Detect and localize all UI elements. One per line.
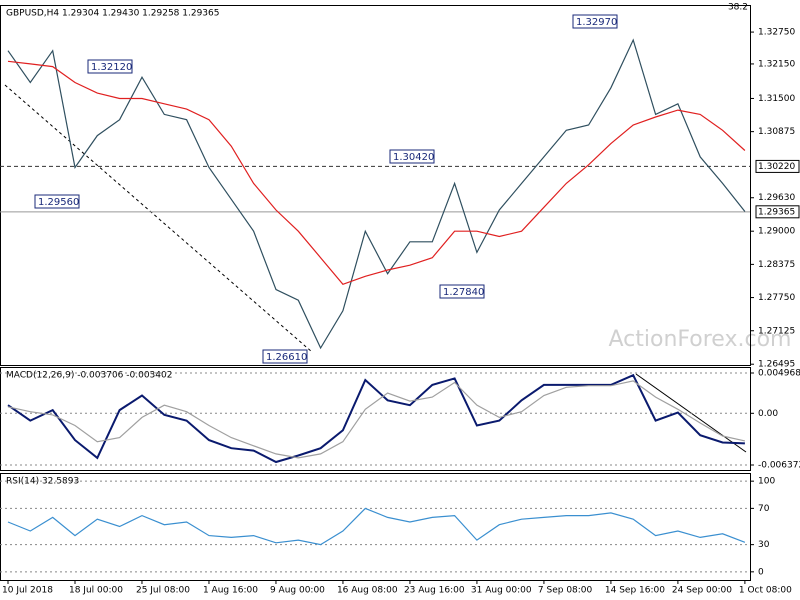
x-tick-label: 10 Jul 2018 xyxy=(2,586,53,596)
x-tick-label: 14 Sep 16:00 xyxy=(605,586,665,596)
annotation-box xyxy=(34,194,80,209)
series-line xyxy=(7,373,745,464)
x-tick-label: 18 Jul 00:00 xyxy=(69,586,123,596)
annotation: 1.26610 xyxy=(266,352,307,363)
y-tick-label: 100 xyxy=(758,477,775,487)
annotation-box xyxy=(87,59,133,74)
y-tick-label: 1.27125 xyxy=(758,326,795,336)
y-tick-label: 1.26495 xyxy=(758,360,795,370)
panel-title: RSI(14) 32.5893 xyxy=(6,477,79,487)
level-label: 1.29365 xyxy=(758,207,795,217)
series-line xyxy=(7,60,746,286)
panel xyxy=(0,367,751,471)
level-label: 1.30220 xyxy=(758,162,795,172)
y-tick-label: 1.27750 xyxy=(758,293,795,303)
annotation: 1.29560 xyxy=(38,197,79,208)
annotation-box xyxy=(389,149,435,164)
y-tick-label: 1.29000 xyxy=(758,227,795,237)
series-line xyxy=(7,380,746,459)
y-tick-label: 1.30875 xyxy=(758,127,795,137)
x-tick-label: 31 Aug 00:00 xyxy=(471,586,532,596)
panel xyxy=(0,473,751,581)
y-tick-label: 0.00 xyxy=(758,409,778,419)
corner-label: 38.2 xyxy=(728,3,748,13)
annotation-box xyxy=(439,284,485,299)
x-tick-label: 16 Aug 08:00 xyxy=(337,586,398,596)
y-tick-label: 1.31500 xyxy=(758,94,795,104)
watermark: ActionForex.com xyxy=(609,327,792,352)
panel-title: MACD(12,26,9) -0.003706 -0.003402 xyxy=(6,371,172,381)
level-box xyxy=(755,159,800,173)
y-tick-label: 0.004968 xyxy=(758,369,800,379)
x-tick-label: 1 Oct 08:00 xyxy=(739,586,792,596)
y-tick-label: 1.32150 xyxy=(758,59,795,69)
y-tick-label: 30 xyxy=(758,540,770,550)
level-box xyxy=(755,205,800,219)
y-tick-label: 1.28375 xyxy=(758,260,795,270)
x-tick-label: 24 Sep 00:00 xyxy=(672,586,732,596)
panel-title: GBPUSD,H4 1.29304 1.29430 1.29258 1.2936… xyxy=(6,9,219,19)
x-tick-label: 25 Jul 08:00 xyxy=(136,586,190,596)
series-line xyxy=(7,507,746,546)
x-tick-label: 9 Aug 00:00 xyxy=(270,586,325,596)
annotation-box xyxy=(262,349,308,364)
y-tick-label: 0 xyxy=(758,567,764,577)
annotation: 1.32120 xyxy=(91,62,132,73)
y-tick-label: 70 xyxy=(758,504,770,514)
y-tick-label: -0.006372 xyxy=(758,461,800,471)
annotation: 1.30420 xyxy=(393,152,434,163)
annotation-box xyxy=(572,14,618,29)
panel xyxy=(0,5,751,366)
x-tick-label: 7 Sep 08:00 xyxy=(538,586,593,596)
annotation: 1.27840 xyxy=(443,287,484,298)
x-tick-label: 1 Aug 16:00 xyxy=(203,586,258,596)
y-tick-label: 1.32750 xyxy=(758,28,795,38)
annotation: 1.32970 xyxy=(576,17,617,28)
y-tick-label: 1.29630 xyxy=(758,193,795,203)
trend-line xyxy=(4,84,313,353)
x-tick-label: 23 Aug 16:00 xyxy=(404,586,465,596)
